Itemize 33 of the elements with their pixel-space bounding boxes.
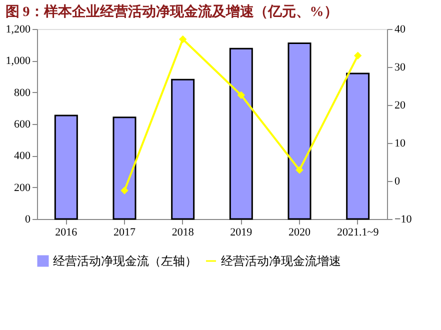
y-tick-label: 600 [14, 118, 31, 130]
bar [229, 48, 253, 220]
y-tick-label: 200 [14, 182, 31, 194]
bar [54, 114, 78, 220]
y2-tick-label: 20 [394, 100, 406, 112]
bar [288, 42, 312, 220]
bar [112, 116, 136, 220]
y2-tick-label: 40 [394, 24, 406, 36]
point [120, 186, 128, 194]
legend-label: 经营活动净现金流增速 [221, 254, 341, 268]
x-tick-label: 2019 [230, 226, 253, 238]
y2-tick-label: −10 [394, 214, 412, 226]
point [354, 52, 362, 60]
legend-label: 经营活动净现金流（左轴） [53, 254, 197, 268]
y-tick-label: 400 [14, 150, 31, 162]
y2-tick-label: 10 [394, 138, 406, 150]
y-tick-label: 0 [25, 214, 31, 226]
point [296, 166, 304, 174]
y-tick-label: 1,200 [6, 24, 31, 36]
y2-tick-label: 30 [394, 62, 406, 74]
y-tick-label: 800 [14, 86, 31, 99]
point [237, 91, 246, 99]
x-tick-label: 2020 [288, 226, 311, 238]
bar [346, 72, 370, 220]
point [178, 35, 187, 44]
x-tick-label: 2016 [55, 226, 78, 238]
chart-title: 图 9：样本企业经营活动净现金流及增速（亿元、%） [5, 3, 338, 20]
bar [171, 78, 195, 220]
x-tick-label: 2018 [172, 226, 194, 238]
y2-tick-label: 0 [394, 176, 400, 188]
y-tick-label: 1,000 [6, 55, 31, 68]
x-tick-label: 2021.1~9 [336, 226, 380, 238]
x-tick-label: 2017 [114, 226, 136, 238]
